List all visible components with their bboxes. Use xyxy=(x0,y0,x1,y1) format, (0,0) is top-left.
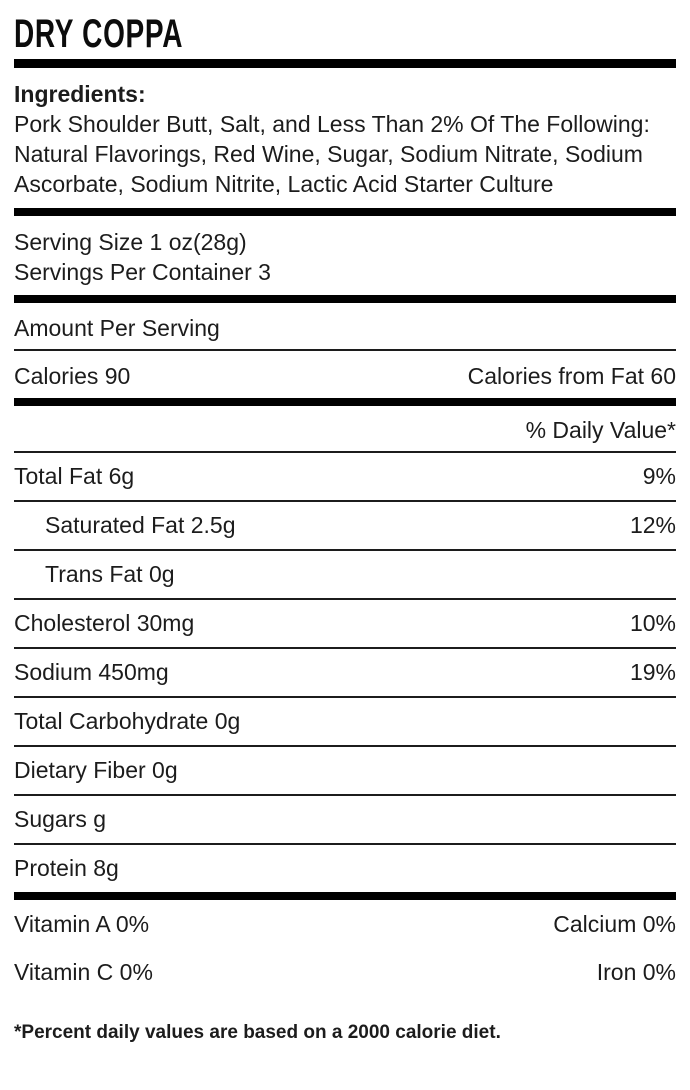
ingredients-heading: Ingredients: xyxy=(14,81,146,107)
nutrient-daily-value: 9% xyxy=(642,463,676,489)
nutrient-label: Total Fat 6g xyxy=(14,463,135,489)
nutrient-row-sugars: Sugars g xyxy=(14,796,676,845)
nutrient-row-saturated-fat: Saturated Fat 2.5g 12% xyxy=(14,502,676,551)
nutrient-label: Total Carbohydrate 0g xyxy=(14,708,241,734)
divider-thick-before-vitamins xyxy=(14,892,676,900)
nutrient-daily-value: 19% xyxy=(629,659,676,685)
nutrient-table: Total Fat 6g 9% Saturated Fat 2.5g 12% T… xyxy=(14,453,676,892)
serving-size: Serving Size 1 oz(28g) xyxy=(14,229,247,255)
iron: Iron 0% xyxy=(596,958,676,985)
calories-row: Calories 90 Calories from Fat 60 xyxy=(14,351,676,398)
divider-thick-after-serving xyxy=(14,295,676,303)
ingredients-section: Ingredients: Pork Shoulder Butt, Salt, a… xyxy=(14,79,676,199)
nutrient-row-trans-fat: Trans Fat 0g xyxy=(14,551,676,600)
nutrient-label: Trans Fat 0g xyxy=(45,561,175,587)
daily-value-footnote: *Percent daily values are based on a 200… xyxy=(14,1022,501,1043)
amount-per-serving: Amount Per Serving xyxy=(14,303,676,351)
calcium: Calcium 0% xyxy=(553,910,676,937)
calories-value: Calories 90 xyxy=(14,363,131,389)
nutrient-label: Cholesterol 30mg xyxy=(14,610,195,636)
nutrient-row-total-carbohydrate: Total Carbohydrate 0g xyxy=(14,698,676,747)
divider-thick-after-calories xyxy=(14,398,676,406)
nutrient-label: Dietary Fiber 0g xyxy=(14,757,178,783)
nutrient-label: Saturated Fat 2.5g xyxy=(45,512,236,538)
nutrient-daily-value: 10% xyxy=(629,610,676,636)
nutrient-row-total-fat: Total Fat 6g 9% xyxy=(14,453,676,502)
ingredients-text: Pork Shoulder Butt, Salt, and Less Than … xyxy=(14,111,650,197)
servings-per-container: Servings Per Container 3 xyxy=(14,259,271,285)
product-title: DRY COPPA xyxy=(14,12,184,56)
nutrient-label: Sodium 450mg xyxy=(14,659,169,685)
serving-section: Serving Size 1 oz(28g) Servings Per Cont… xyxy=(14,227,676,287)
daily-value-header: % Daily Value* xyxy=(14,406,676,453)
vitamin-row-1: Vitamin A 0% Calcium 0% xyxy=(14,900,676,948)
nutrient-label: Sugars g xyxy=(14,806,107,832)
nutrient-row-cholesterol: Cholesterol 30mg 10% xyxy=(14,600,676,649)
nutrient-label: Protein 8g xyxy=(14,855,119,881)
nutrient-row-dietary-fiber: Dietary Fiber 0g xyxy=(14,747,676,796)
nutrient-row-protein: Protein 8g xyxy=(14,845,676,892)
vitamin-a: Vitamin A 0% xyxy=(14,910,150,937)
vitamin-row-2: Vitamin C 0% Iron 0% xyxy=(14,948,676,996)
nutrient-row-sodium: Sodium 450mg 19% xyxy=(14,649,676,698)
calories-from-fat: Calories from Fat 60 xyxy=(467,363,676,389)
vitamin-c: Vitamin C 0% xyxy=(14,958,153,985)
divider-thick-after-ingredients xyxy=(14,208,676,216)
divider-thick-top xyxy=(14,59,676,68)
nutrient-daily-value: 12% xyxy=(629,512,676,538)
